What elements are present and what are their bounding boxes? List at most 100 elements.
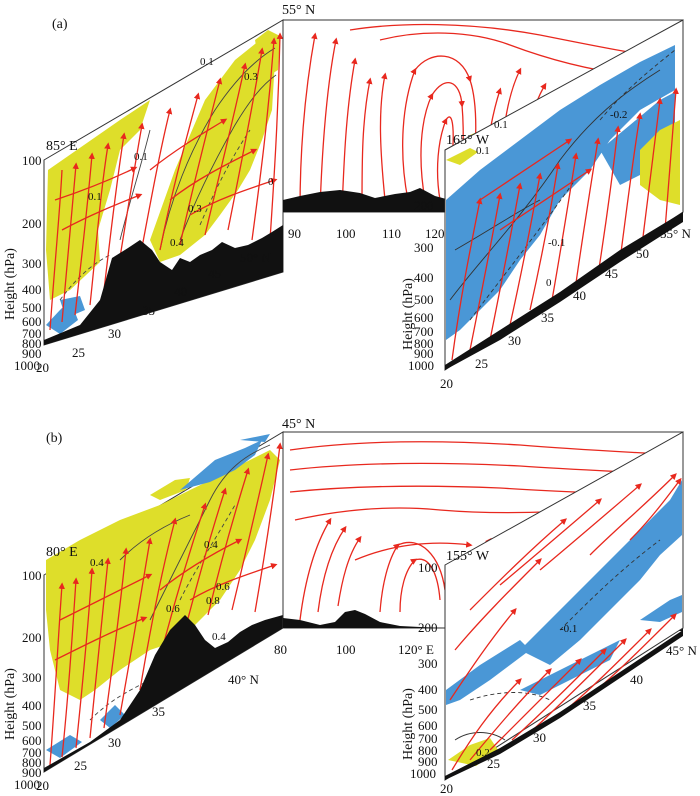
height-tick: 800 bbox=[414, 336, 434, 351]
panel-b-right-terrain bbox=[445, 630, 683, 780]
panel-b-label: (b) bbox=[46, 431, 63, 446]
lon-tick: 90 bbox=[288, 226, 301, 241]
panel-b-right-height-title: Height (hPa) bbox=[401, 688, 416, 760]
panel-a-left-contour-labels: 0.1 0.3 0.1 0.1 0 0.3 0.4 bbox=[88, 56, 274, 249]
height-tick: 900 bbox=[414, 346, 434, 361]
panel-a-left-height-axis: Height (hPa) 100 200 300 400 500 600 700… bbox=[3, 153, 42, 373]
height-tick: 600 bbox=[22, 733, 42, 748]
panel-b-left-terrain bbox=[44, 615, 283, 772]
contour-label: 0.1 bbox=[88, 191, 102, 203]
height-tick: 300 bbox=[22, 256, 42, 271]
panel-b-right-streamlines bbox=[449, 473, 682, 771]
height-tick: 1000 bbox=[410, 766, 436, 781]
lat-tick: 20 bbox=[36, 360, 49, 375]
height-tick: 400 bbox=[418, 682, 438, 697]
height-tick: 400 bbox=[22, 698, 42, 713]
height-tick: 800 bbox=[22, 755, 42, 770]
height-tick: 100 bbox=[418, 560, 438, 575]
panel-a-left-terrain bbox=[44, 225, 283, 345]
lat-tick: 20 bbox=[440, 781, 453, 796]
height-tick: 500 bbox=[414, 292, 434, 307]
lat-tick: 45 bbox=[208, 266, 221, 281]
panel-b-right-height-ticks: 100 200 300 400 500 600 700 800 900 1000 bbox=[410, 560, 438, 781]
height-tick: 900 bbox=[418, 754, 438, 769]
height-tick: 400 bbox=[414, 270, 434, 285]
lat-tick: 25 bbox=[72, 345, 85, 360]
panel-b: 80° E 0.4 0.4 0.6 0.8 0.6 0.4 20 25 30 3… bbox=[3, 417, 697, 796]
lat-tick: 25 bbox=[475, 356, 488, 371]
contour-label: 0.2 bbox=[476, 747, 490, 759]
height-tick: 500 bbox=[418, 702, 438, 717]
height-tick: 300 bbox=[22, 670, 42, 685]
panel-a-middle-lon-ticks: 90 100 110 120° E bbox=[288, 226, 461, 241]
contour-label: -0.2 bbox=[610, 109, 627, 121]
lat-tick: 55° N bbox=[660, 226, 691, 241]
panel-a-right-height-ticks: 200 300 400 500 600 700 800 900 1000 bbox=[408, 198, 434, 373]
panel-a-left-height-title: Height (hPa) bbox=[3, 248, 18, 320]
lat-tick: 20 bbox=[36, 778, 49, 793]
panel-b-right-lat-ticks: 20 25 30 35 40 45° N bbox=[440, 643, 697, 796]
panel-b-left-negative-shading bbox=[46, 434, 270, 758]
height-tick: 500 bbox=[22, 718, 42, 733]
panel-b-left-contour-labels: 0.4 0.4 0.6 0.8 0.6 0.4 bbox=[90, 539, 230, 643]
height-tick: 1000 bbox=[14, 777, 40, 792]
height-tick: 600 bbox=[414, 310, 434, 325]
panel-a-left-contours bbox=[59, 47, 277, 301]
panel-b-left-wall: 80° E 0.4 0.4 0.6 0.8 0.6 0.4 20 25 30 3… bbox=[36, 431, 284, 793]
panel-a-right-terrain bbox=[445, 212, 683, 370]
height-tick: 700 bbox=[414, 324, 434, 339]
lon-tick: 110 bbox=[382, 226, 401, 241]
height-tick: 400 bbox=[22, 282, 42, 297]
panel-b-left-height-title: Height (hPa) bbox=[3, 668, 18, 740]
panel-b-right-contour-labels: 0.2 -0.1 bbox=[476, 623, 577, 759]
panel-a-right-height-title: Height (hPa) bbox=[401, 278, 416, 350]
height-tick: 1000 bbox=[14, 358, 40, 373]
lat-tick: 20 bbox=[440, 376, 453, 391]
height-tick: 200 bbox=[22, 216, 42, 231]
contour-label: 0.4 bbox=[204, 539, 218, 551]
lon-tick: 100 bbox=[336, 226, 356, 241]
contour-label: 0.1 bbox=[134, 151, 148, 163]
height-tick: 900 bbox=[22, 765, 42, 780]
height-tick: 600 bbox=[418, 718, 438, 733]
contour-label: 0.1 bbox=[494, 119, 508, 131]
lat-tick: 35 bbox=[142, 303, 155, 318]
height-tick: 300 bbox=[418, 656, 438, 671]
lon-tick: 80 bbox=[274, 642, 287, 657]
height-tick: 700 bbox=[22, 745, 42, 760]
panel-a-left-positive-shading bbox=[46, 30, 280, 300]
lat-tick: 35 bbox=[541, 310, 554, 325]
height-tick: 800 bbox=[418, 743, 438, 758]
height-tick: 200 bbox=[22, 630, 42, 645]
panel-b-left-positive-shading bbox=[46, 450, 280, 700]
lat-tick: 50 bbox=[636, 246, 649, 261]
height-tick: 100 bbox=[22, 153, 42, 168]
height-tick: 600 bbox=[22, 314, 42, 329]
contour-label: 0.8 bbox=[206, 595, 220, 607]
lat-tick: 30 bbox=[508, 333, 521, 348]
panel-b-middle-terrain bbox=[283, 610, 683, 632]
height-tick: 700 bbox=[418, 731, 438, 746]
panel-b-left-streamlines bbox=[49, 442, 283, 766]
height-tick: 300 bbox=[414, 240, 434, 255]
lat-tick: 40 bbox=[174, 284, 187, 299]
panel-b-left-lon-label: 80° E bbox=[46, 545, 78, 560]
panel-a-right-streamlines bbox=[451, 87, 679, 361]
contour-label: -0.1 bbox=[560, 623, 577, 635]
panel-a-label: (a) bbox=[52, 17, 68, 32]
contour-label: 0.3 bbox=[244, 71, 258, 83]
lon-tick: 100 bbox=[336, 642, 356, 657]
panel-b-middle-lon-ticks: 80 100 120° E bbox=[274, 642, 434, 657]
panel-a: 85° E 0.1 0.3 0.1 0.1 0 0.3 0.4 20 25 30… bbox=[3, 3, 691, 391]
panel-b-middle-streamlines bbox=[289, 441, 681, 621]
panel-a-left-streamlines bbox=[49, 32, 284, 331]
lat-tick: 40° N bbox=[228, 672, 259, 687]
panel-a-right-lon-label: 165° W bbox=[446, 133, 490, 148]
panel-a-right-lat-ticks: 20 25 30 35 40 45 50 55° N bbox=[440, 226, 691, 391]
contour-label: 0.3 bbox=[188, 203, 202, 215]
panel-b-left-lat-ticks: 20 25 30 35 40° N bbox=[36, 672, 259, 793]
contour-label: 0 bbox=[268, 176, 274, 188]
height-tick: 500 bbox=[22, 300, 42, 315]
height-tick: 200 bbox=[418, 620, 438, 635]
